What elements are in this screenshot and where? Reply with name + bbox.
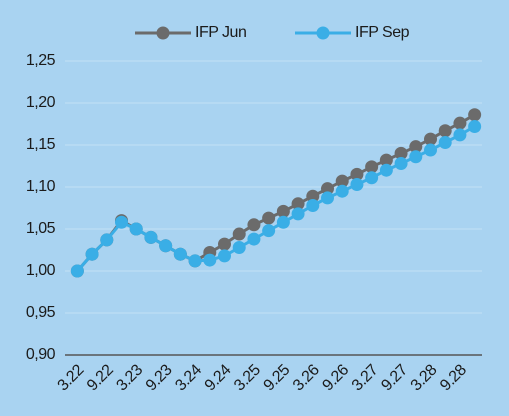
point-marker [350, 177, 364, 191]
point-marker [291, 197, 305, 211]
point-marker [379, 163, 393, 177]
point-marker [409, 150, 423, 164]
legend-label: IFP Jun [195, 24, 246, 41]
point-marker [335, 174, 349, 188]
point-marker [144, 230, 158, 244]
point-marker [218, 237, 231, 251]
point-marker [100, 233, 114, 247]
point-marker [306, 198, 320, 212]
point-marker [394, 146, 408, 160]
point-marker [350, 167, 364, 181]
point-marker [218, 249, 231, 263]
point-marker [173, 247, 187, 261]
point-marker [232, 227, 246, 241]
y-tick-label: 1,00 [26, 262, 56, 279]
point-marker [129, 222, 143, 236]
point-marker [409, 140, 423, 154]
point-marker [424, 143, 437, 157]
point-marker [468, 108, 482, 122]
legend-label: IFP Sep [355, 24, 410, 41]
y-tick-label: 1,10 [26, 178, 56, 195]
point-marker [306, 189, 320, 203]
point-marker [468, 120, 482, 134]
point-marker [321, 191, 334, 205]
point-marker [424, 132, 437, 146]
point-marker [115, 215, 128, 229]
point-marker [291, 207, 305, 221]
point-marker [262, 211, 276, 225]
point-marker [276, 215, 290, 229]
point-marker [232, 240, 246, 254]
point-marker [379, 153, 393, 167]
point-marker [394, 156, 408, 170]
point-marker [365, 171, 379, 185]
y-tick-label: 1,05 [26, 220, 56, 237]
point-marker [203, 253, 217, 267]
legend-marker [316, 26, 330, 40]
y-tick-label: 0,95 [26, 304, 56, 321]
point-marker [453, 116, 467, 130]
point-marker [365, 160, 379, 174]
legend-marker [156, 26, 170, 40]
point-marker [335, 184, 349, 198]
y-tick-label: 0,90 [26, 346, 56, 363]
point-marker [85, 247, 99, 261]
point-marker [276, 204, 290, 218]
point-marker [262, 224, 276, 238]
y-tick-label: 1,15 [26, 136, 56, 153]
point-marker [438, 124, 452, 138]
point-marker [159, 239, 173, 253]
point-marker [453, 128, 467, 142]
point-marker [247, 232, 261, 246]
y-tick-label: 1,20 [26, 94, 56, 111]
point-marker [70, 264, 84, 278]
point-marker [188, 254, 202, 268]
y-tick-label: 1,25 [26, 52, 56, 69]
point-marker [438, 135, 452, 149]
point-marker [247, 218, 261, 232]
point-marker [321, 182, 334, 196]
series-line [76, 125, 476, 272]
